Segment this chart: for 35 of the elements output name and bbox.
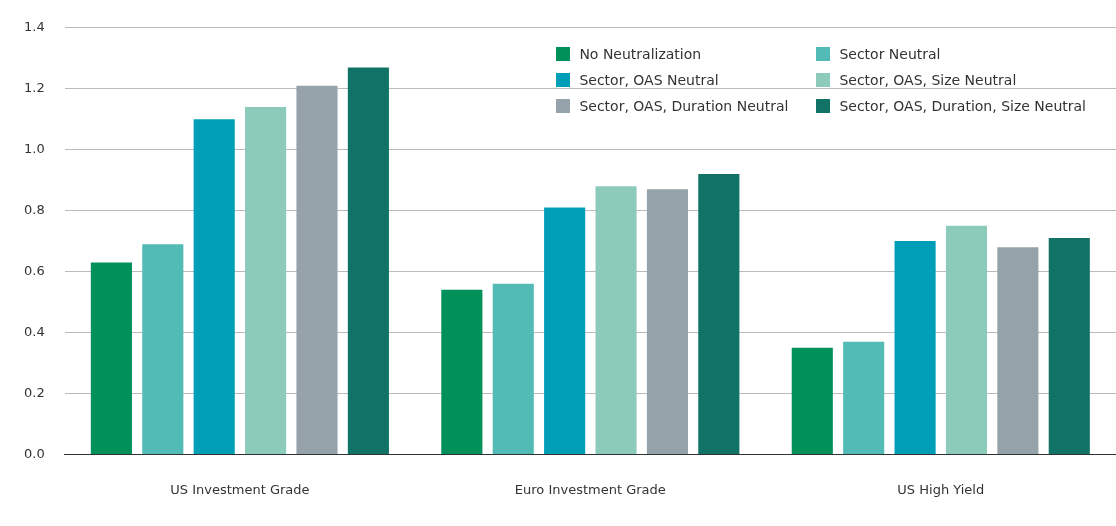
y-tick-label: 0.8 (23, 202, 45, 217)
bar (595, 186, 637, 454)
y-tick-label: 0.2 (23, 384, 45, 400)
bar (492, 283, 534, 454)
y-tick-label: 0.6 (23, 262, 45, 278)
bar (945, 225, 988, 454)
bar (843, 341, 885, 454)
bar (347, 67, 389, 454)
bar (193, 119, 235, 454)
legend-label: Sector, OAS, Size Neutral (839, 72, 1017, 88)
bar (544, 207, 586, 454)
y-tick-label: 1.0 (23, 141, 45, 157)
y-tick-label: 1.2 (23, 80, 45, 96)
x-tick-label: Euro Investment Grade (514, 481, 666, 497)
legend-label: Sector Neutral (839, 46, 941, 62)
bar (90, 262, 132, 454)
x-tick-label: US High Yield (897, 481, 985, 497)
x-tick-label: US Investment Grade (170, 481, 310, 497)
y-tick-label: 0.4 (23, 323, 45, 339)
bar (791, 347, 833, 454)
bar (245, 107, 287, 454)
y-tick-label: 0.0 (23, 445, 45, 461)
bar (646, 189, 688, 454)
bar (698, 174, 740, 454)
bar (142, 244, 184, 454)
legend-label: No Neutralization (579, 46, 702, 62)
bar (894, 241, 936, 454)
bar (441, 289, 483, 454)
legend-label: Sector, OAS, Duration, Size Neutral (839, 98, 1086, 114)
legend-label: Sector, OAS, Duration Neutral (579, 98, 789, 114)
bar (1048, 238, 1090, 454)
legend-label: Sector, OAS Neutral (579, 72, 719, 88)
bar (296, 85, 338, 454)
bar (997, 247, 1039, 454)
y-tick-label: 1.4 (23, 19, 45, 35)
